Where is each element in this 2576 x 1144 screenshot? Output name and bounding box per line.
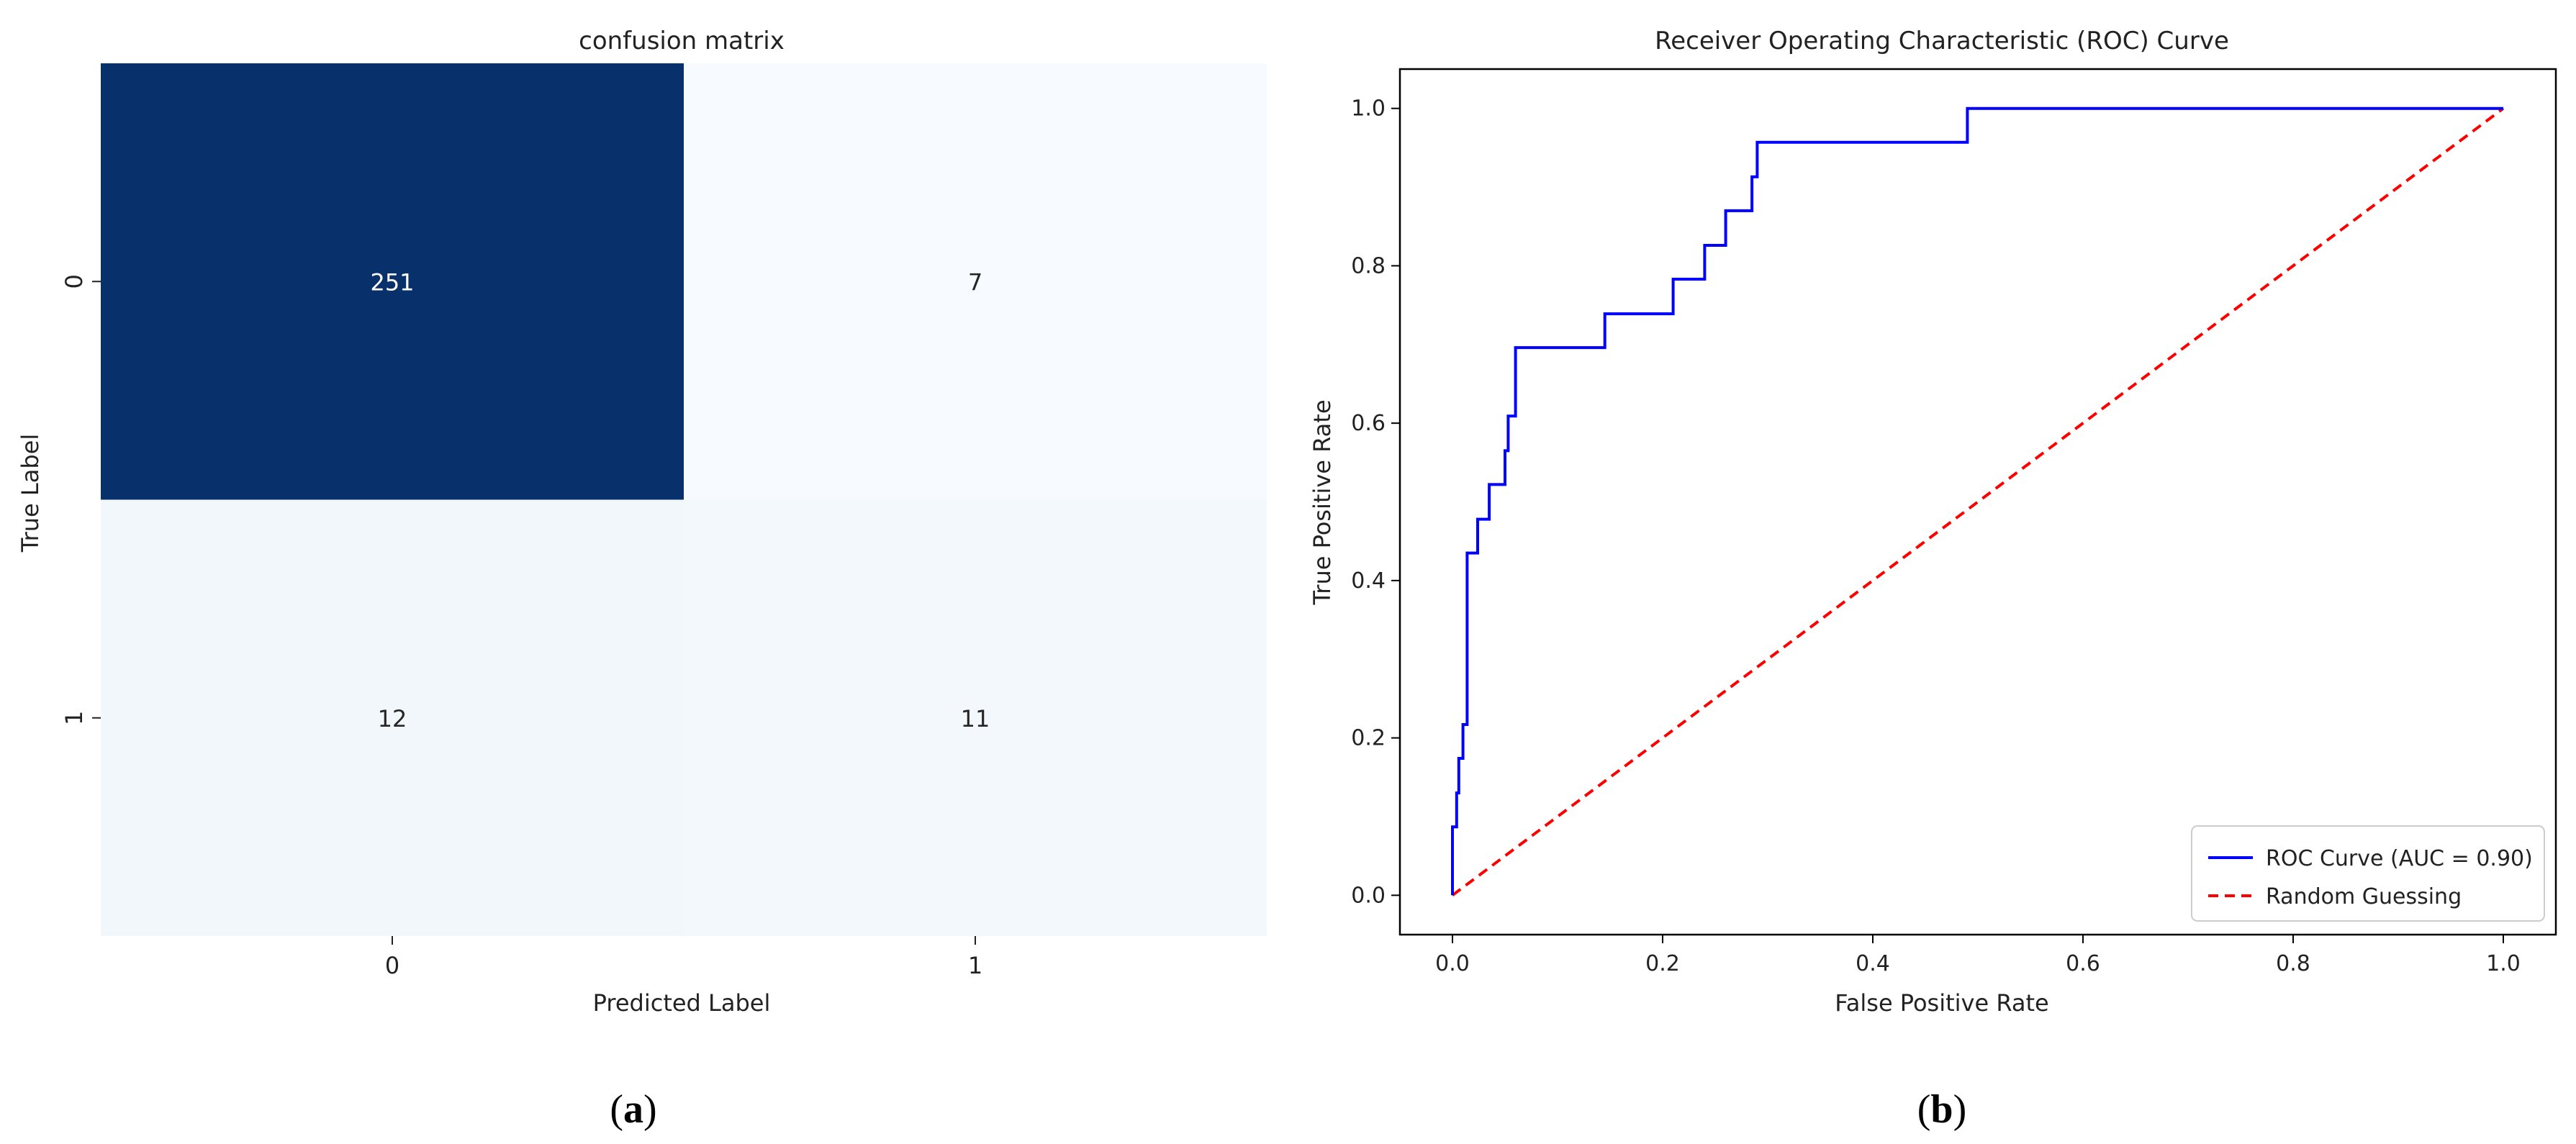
roc-series-roc-curve [1451, 106, 2503, 896]
roc-xtick-label: 1.0 [2486, 951, 2521, 976]
roc-ytick-label: 0.0 [1351, 883, 1386, 908]
cm-cell-value: 12 [378, 705, 407, 732]
cm-cell-labels: 251 7 12 11 [370, 268, 990, 732]
cm-cells [101, 63, 1267, 936]
cm-ytick-label: 1 [60, 711, 88, 725]
cm-cell-0-1 [684, 63, 1267, 500]
roc-ticks: 0.0 0.2 0.4 0.6 0.8 1.0 0.0 0.2 0.4 0.6 0.8 1.0 [1351, 96, 2521, 976]
cm-xlabel: Predicted Label [593, 989, 771, 1017]
cm-cell-value: 11 [961, 705, 990, 732]
roc-legend: ROC Curve (AUC = 0.90) Random Guessing [2191, 825, 2545, 922]
roc-ytick-label: 0.2 [1351, 726, 1386, 751]
cm-cell-value: 7 [968, 268, 982, 296]
cm-xtick-label: 1 [968, 952, 982, 979]
panel-a-caption: (a) [610, 1087, 656, 1132]
roc-xtick-label: 0.6 [2066, 951, 2100, 976]
roc-panel: Receiver Operating Characteristic (ROC) … [1309, 27, 2557, 1132]
confusion-matrix-panel: confusion matrix 251 7 12 11 0 1 0 1 Predicted… [17, 27, 1267, 1132]
cm-ticks: 0 1 0 1 [60, 274, 982, 979]
cm-xtick-label: 0 [385, 952, 399, 979]
roc-ytick-label: 0.8 [1351, 253, 1386, 278]
roc-xtick-label: 0.0 [1435, 951, 1470, 976]
roc-xtick-label: 0.8 [2276, 951, 2310, 976]
panel-b-caption: (b) [1917, 1087, 1966, 1132]
roc-xtick-label: 0.4 [1856, 951, 1890, 976]
cm-ytick-label: 0 [60, 274, 88, 289]
roc-ytick-label: 1.0 [1351, 96, 1386, 122]
roc-xtick-label: 0.2 [1645, 951, 1680, 976]
cm-cell-1-1 [684, 499, 1267, 936]
legend-random-label: Random Guessing [2266, 884, 2462, 909]
cm-cell-value: 251 [370, 268, 414, 296]
roc-xlabel: False Positive Rate [1835, 989, 2048, 1017]
roc-title: Receiver Operating Characteristic (ROC) … [1655, 27, 2229, 55]
legend-roc-label: ROC Curve (AUC = 0.90) [2266, 846, 2533, 871]
roc-ytick-label: 0.4 [1351, 568, 1386, 594]
roc-series-random-guessing [1451, 107, 2505, 896]
panel-a-letter: a [623, 1087, 643, 1132]
legend-box [2191, 825, 2545, 922]
roc-ylabel: True Positive Rate [1309, 399, 1336, 605]
roc-ytick-label: 0.6 [1351, 411, 1386, 436]
cm-ylabel: True Label [17, 434, 44, 553]
panel-b-letter: b [1930, 1087, 1953, 1132]
cm-cell-0-0 [101, 63, 684, 500]
cm-title: confusion matrix [579, 27, 785, 55]
cm-cell-1-0 [101, 499, 684, 936]
